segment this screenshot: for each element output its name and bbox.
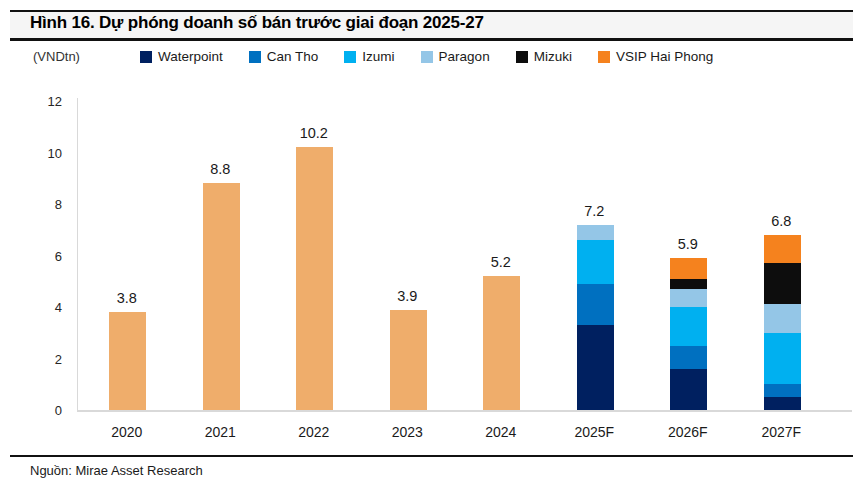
bar-2026f bbox=[670, 258, 707, 410]
bar-value-label-2022: 10.2 bbox=[279, 125, 349, 141]
bar-value-label-2025f: 7.2 bbox=[559, 203, 629, 219]
legend-swatch-izumi bbox=[344, 51, 356, 63]
bar-segment-mizuki bbox=[764, 263, 801, 304]
bar-2022 bbox=[296, 147, 333, 410]
bar-segment-presales bbox=[203, 183, 240, 410]
figure-title: Hình 16. Dự phóng doanh số bán trước gia… bbox=[30, 13, 484, 33]
bar-segment-can-tho bbox=[670, 346, 707, 369]
bar-value-label-2026f: 5.9 bbox=[653, 236, 723, 252]
y-tick-4: 4 bbox=[0, 300, 62, 315]
y-axis-unit-label: (VNDtn) bbox=[33, 49, 80, 64]
y-tick-12: 12 bbox=[0, 94, 62, 109]
bar-value-label-2023: 3.9 bbox=[372, 288, 442, 304]
bar-value-label-2024: 5.2 bbox=[466, 254, 536, 270]
bar-segment-izumi bbox=[764, 333, 801, 385]
x-tick-2026f: 2026F bbox=[648, 424, 728, 440]
bar-segment-izumi bbox=[670, 307, 707, 346]
chart-legend: Waterpoint Can Tho Izumi Paragon Mizuki VSIP … bbox=[140, 49, 713, 64]
bar-segment-vsip-hai-phong bbox=[764, 235, 801, 263]
bar-segment-presales bbox=[109, 312, 146, 410]
bar-2021 bbox=[203, 183, 240, 410]
y-tick-8: 8 bbox=[0, 197, 62, 212]
bar-segment-paragon bbox=[577, 225, 614, 240]
x-tick-2025f: 2025F bbox=[554, 424, 634, 440]
bottom-rule bbox=[10, 455, 853, 457]
bar-2025f bbox=[577, 225, 614, 410]
bar-segment-presales bbox=[483, 276, 520, 410]
legend-label: Izumi bbox=[362, 49, 394, 64]
bar-segment-paragon bbox=[764, 304, 801, 332]
legend-swatch-mizuki bbox=[516, 51, 528, 63]
title-underline bbox=[10, 38, 853, 41]
bar-segment-waterpoint bbox=[764, 397, 801, 410]
bar-value-label-2027f: 6.8 bbox=[746, 213, 816, 229]
bar-segment-presales bbox=[390, 310, 427, 410]
x-tick-2020: 2020 bbox=[87, 424, 167, 440]
source-note: Nguồn: Mirae Asset Research bbox=[30, 463, 203, 478]
bar-segment-paragon bbox=[670, 289, 707, 307]
x-tick-2021: 2021 bbox=[180, 424, 260, 440]
y-tick-2: 2 bbox=[0, 352, 62, 367]
legend-label: Can Tho bbox=[267, 49, 319, 64]
legend-item-paragon: Paragon bbox=[421, 49, 490, 64]
y-tick-6: 6 bbox=[0, 249, 62, 264]
bar-2024 bbox=[483, 276, 520, 410]
legend-label: VSIP Hai Phong bbox=[616, 49, 713, 64]
bar-segment-vsip-hai-phong bbox=[670, 258, 707, 279]
x-tick-2024: 2024 bbox=[461, 424, 541, 440]
legend-item-can-tho: Can Tho bbox=[249, 49, 319, 64]
bar-2023 bbox=[390, 310, 427, 410]
bar-segment-presales bbox=[296, 147, 333, 410]
bar-2020 bbox=[109, 312, 146, 410]
bar-segment-izumi bbox=[577, 240, 614, 284]
legend-swatch-vsip-hai-phong bbox=[598, 51, 610, 63]
bar-2027f bbox=[764, 235, 801, 410]
legend-item-mizuki: Mizuki bbox=[516, 49, 572, 64]
bar-segment-can-tho bbox=[577, 284, 614, 325]
chart-plot-area bbox=[77, 98, 852, 412]
legend-label: Waterpoint bbox=[158, 49, 223, 64]
x-tick-2027f: 2027F bbox=[741, 424, 821, 440]
x-tick-2023: 2023 bbox=[367, 424, 447, 440]
y-tick-10: 10 bbox=[0, 146, 62, 161]
bar-value-label-2021: 8.8 bbox=[185, 161, 255, 177]
x-tick-2022: 2022 bbox=[274, 424, 354, 440]
legend-label: Paragon bbox=[439, 49, 490, 64]
legend-label: Mizuki bbox=[534, 49, 572, 64]
bar-segment-can-tho bbox=[764, 384, 801, 397]
legend-swatch-waterpoint bbox=[140, 51, 152, 63]
bar-value-label-2020: 3.8 bbox=[92, 290, 162, 306]
y-tick-0: 0 bbox=[0, 403, 62, 418]
legend-item-izumi: Izumi bbox=[344, 49, 394, 64]
figure-card: Hình 16. Dự phóng doanh số bán trước gia… bbox=[0, 0, 863, 486]
legend-item-vsip-hai-phong: VSIP Hai Phong bbox=[598, 49, 713, 64]
legend-swatch-paragon bbox=[421, 51, 433, 63]
bar-segment-waterpoint bbox=[577, 325, 614, 410]
legend-swatch-can-tho bbox=[249, 51, 261, 63]
bar-segment-mizuki bbox=[670, 279, 707, 289]
bar-segment-waterpoint bbox=[670, 369, 707, 410]
legend-item-waterpoint: Waterpoint bbox=[140, 49, 223, 64]
